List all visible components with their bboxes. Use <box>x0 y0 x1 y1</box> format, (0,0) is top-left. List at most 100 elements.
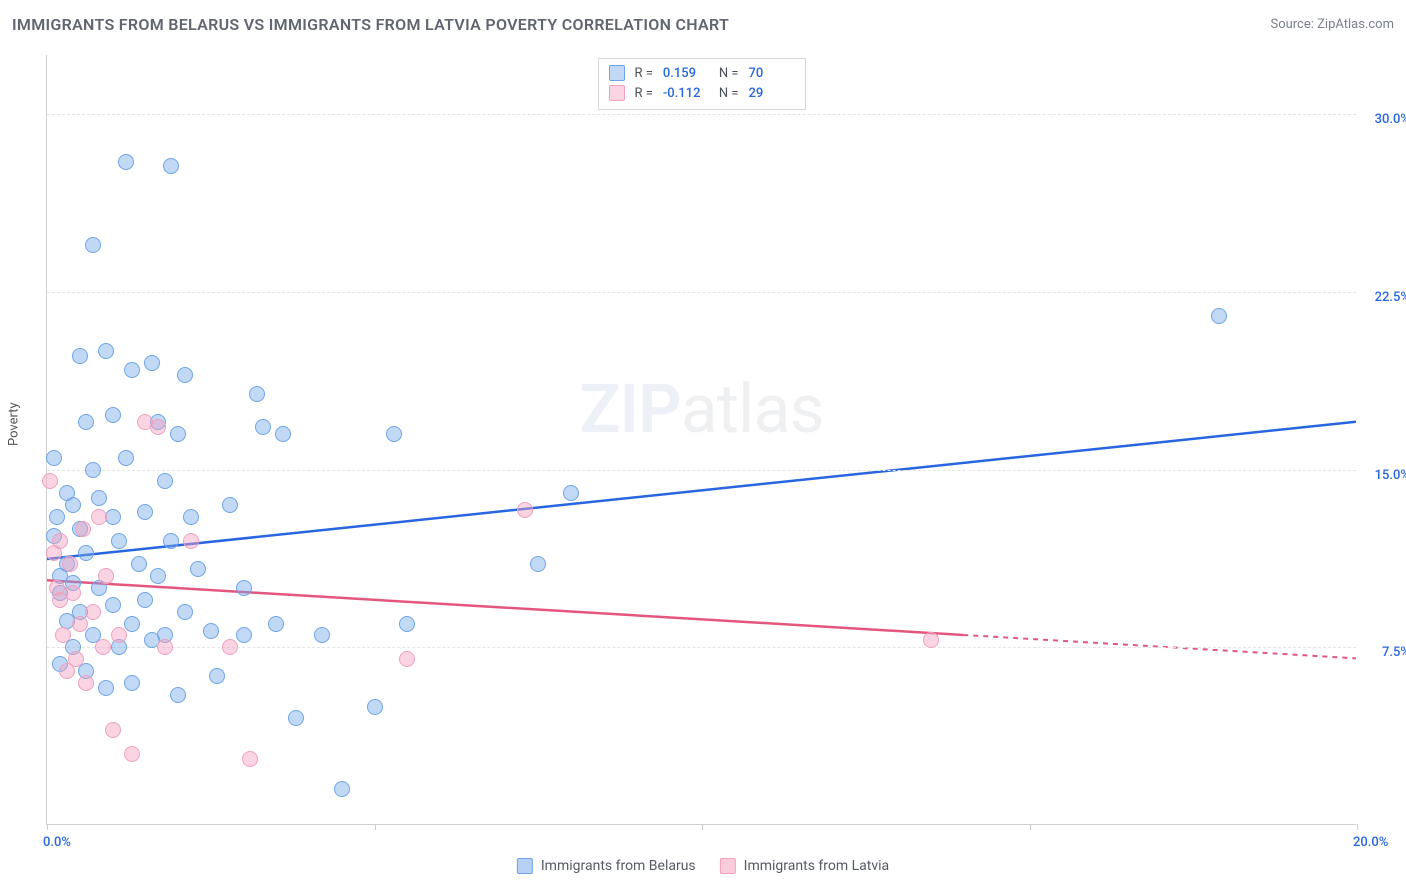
data-point-belarus <box>177 367 193 383</box>
stats-row-belarus: R = 0.159 N = 70 <box>608 63 794 83</box>
stat-r-value-latvia: -0.112 <box>663 86 709 101</box>
x-tick-label: 20.0% <box>1353 835 1388 850</box>
data-point-belarus <box>255 419 271 435</box>
data-point-latvia <box>91 509 107 525</box>
source-label: Source: ZipAtlas.com <box>1270 17 1394 32</box>
data-point-belarus <box>399 616 415 632</box>
gridline <box>47 647 1356 648</box>
data-point-belarus <box>85 462 101 478</box>
data-point-belarus <box>78 414 94 430</box>
gridline <box>47 292 1356 293</box>
gridline <box>47 114 1356 115</box>
data-point-belarus <box>183 509 199 525</box>
x-tick <box>702 824 703 830</box>
data-point-belarus <box>131 556 147 572</box>
stat-r-value-belarus: 0.159 <box>663 66 709 81</box>
x-tick <box>47 824 48 830</box>
data-point-latvia <box>157 639 173 655</box>
stat-n-label: N = <box>719 86 739 101</box>
y-tick-label: 22.5% <box>1375 290 1406 305</box>
data-point-belarus <box>46 450 62 466</box>
watermark-main: ZIP <box>579 369 680 449</box>
x-tick <box>1357 824 1358 830</box>
data-point-belarus <box>1211 308 1227 324</box>
data-point-latvia <box>55 627 71 643</box>
y-tick-label: 15.0% <box>1375 468 1406 483</box>
data-point-latvia <box>242 751 258 767</box>
data-point-belarus <box>118 154 134 170</box>
stats-row-latvia: R = -0.112 N = 29 <box>608 83 794 103</box>
swatch-belarus <box>608 65 624 81</box>
y-tick-label: 30.0% <box>1375 112 1406 127</box>
watermark-sub: atlas <box>681 369 824 449</box>
data-point-latvia <box>78 675 94 691</box>
data-point-belarus <box>563 485 579 501</box>
data-point-belarus <box>170 426 186 442</box>
data-point-belarus <box>177 604 193 620</box>
data-point-latvia <box>75 521 91 537</box>
data-point-belarus <box>124 362 140 378</box>
data-point-belarus <box>49 509 65 525</box>
legend-swatch <box>517 858 533 874</box>
data-point-belarus <box>236 627 252 643</box>
data-point-belarus <box>78 545 94 561</box>
data-point-belarus <box>203 623 219 639</box>
chart-title: IMMIGRANTS FROM BELARUS VS IMMIGRANTS FR… <box>12 15 729 34</box>
chart-overlay-svg <box>47 55 1356 824</box>
data-point-belarus <box>144 355 160 371</box>
chart-container: IMMIGRANTS FROM BELARUS VS IMMIGRANTS FR… <box>0 0 1406 892</box>
data-point-belarus <box>209 668 225 684</box>
data-point-belarus <box>72 348 88 364</box>
data-point-latvia <box>183 533 199 549</box>
plot-area: ZIPatlas R = 0.159 N = 70 R = -0.112 N =… <box>46 55 1356 825</box>
legend-item: Immigrants from Latvia <box>720 858 889 874</box>
data-point-belarus <box>111 533 127 549</box>
data-point-belarus <box>222 497 238 513</box>
data-point-belarus <box>85 237 101 253</box>
legend-label: Immigrants from Belarus <box>541 858 696 874</box>
stat-r-label: R = <box>634 86 652 101</box>
data-point-belarus <box>163 533 179 549</box>
data-point-belarus <box>190 561 206 577</box>
watermark: ZIPatlas <box>579 369 823 449</box>
data-point-belarus <box>367 699 383 715</box>
legend-label: Immigrants from Latvia <box>744 858 889 874</box>
data-point-belarus <box>288 710 304 726</box>
stat-r-label: R = <box>634 66 652 81</box>
x-tick-label: 0.0% <box>43 835 71 850</box>
data-point-latvia <box>923 632 939 648</box>
bottom-legend: Immigrants from Belarus Immigrants from L… <box>517 858 889 874</box>
data-point-belarus <box>124 616 140 632</box>
data-point-belarus <box>105 597 121 613</box>
data-point-latvia <box>52 533 68 549</box>
data-point-belarus <box>98 343 114 359</box>
data-point-belarus <box>65 497 81 513</box>
data-point-latvia <box>517 502 533 518</box>
data-point-belarus <box>124 675 140 691</box>
data-point-latvia <box>150 419 166 435</box>
legend-item: Immigrants from Belarus <box>517 858 696 874</box>
data-point-latvia <box>95 639 111 655</box>
stat-n-label: N = <box>719 66 739 81</box>
data-point-latvia <box>98 568 114 584</box>
stats-box: R = 0.159 N = 70 R = -0.112 N = 29 <box>597 58 805 110</box>
data-point-belarus <box>268 616 284 632</box>
data-point-latvia <box>65 585 81 601</box>
x-tick <box>1030 824 1031 830</box>
y-tick-label: 7.5% <box>1382 645 1406 660</box>
data-point-latvia <box>124 746 140 762</box>
x-tick <box>375 824 376 830</box>
data-point-latvia <box>62 556 78 572</box>
data-point-belarus <box>105 407 121 423</box>
data-point-belarus <box>150 568 166 584</box>
data-point-belarus <box>170 687 186 703</box>
data-point-belarus <box>137 592 153 608</box>
data-point-latvia <box>72 616 88 632</box>
swatch-latvia <box>608 85 624 101</box>
data-point-belarus <box>249 386 265 402</box>
title-bar: IMMIGRANTS FROM BELARUS VS IMMIGRANTS FR… <box>12 10 1394 38</box>
legend-swatch <box>720 858 736 874</box>
data-point-belarus <box>137 504 153 520</box>
data-point-belarus <box>157 473 173 489</box>
data-point-belarus <box>118 450 134 466</box>
